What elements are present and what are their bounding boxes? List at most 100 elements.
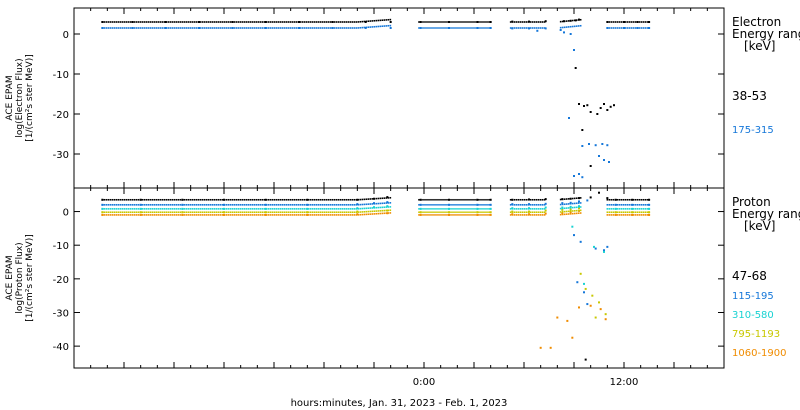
data-point <box>163 211 166 214</box>
data-point <box>357 27 360 29</box>
data-point <box>271 21 274 23</box>
data-point <box>351 211 354 214</box>
data-point <box>295 21 298 23</box>
data-point <box>333 211 336 214</box>
data-point <box>243 208 246 210</box>
data-point <box>632 198 635 201</box>
data-point <box>450 27 452 29</box>
data-point <box>519 21 522 23</box>
data-point <box>389 202 392 204</box>
data-point <box>153 214 156 216</box>
data-point <box>219 27 222 29</box>
data-point <box>171 211 174 214</box>
data-point <box>145 208 148 210</box>
data-point <box>331 21 334 23</box>
data-point <box>165 204 168 206</box>
data-point <box>574 19 577 22</box>
data-point <box>630 21 633 23</box>
data-point <box>281 21 284 23</box>
data-point <box>420 27 422 29</box>
data-point <box>517 27 520 29</box>
data-point <box>243 204 246 206</box>
data-point <box>265 27 268 29</box>
data-point <box>452 214 454 216</box>
data-point <box>452 27 454 29</box>
data-point <box>127 21 130 23</box>
data-point <box>251 21 254 23</box>
data-point <box>561 207 564 210</box>
data-point <box>213 27 216 29</box>
data-point <box>229 27 232 29</box>
data-point <box>436 198 438 201</box>
data-point <box>117 214 120 216</box>
data-point <box>616 211 619 214</box>
data-point <box>478 204 480 206</box>
data-point <box>367 203 370 205</box>
data-point <box>357 21 360 23</box>
data-point <box>295 204 298 206</box>
data-point <box>628 214 631 216</box>
data-point <box>584 287 587 290</box>
data-point <box>247 198 250 201</box>
data-point <box>559 203 562 206</box>
data-point <box>153 198 156 201</box>
data-point <box>539 214 542 216</box>
data-point <box>353 27 356 29</box>
data-point <box>249 198 252 201</box>
data-point <box>301 204 304 206</box>
data-point <box>273 208 276 210</box>
data-point <box>181 27 184 29</box>
data-point <box>209 208 212 210</box>
data-point <box>343 204 346 206</box>
data-point <box>640 27 643 29</box>
data-point <box>367 198 370 200</box>
data-point <box>539 208 542 210</box>
data-point <box>606 109 609 111</box>
data-point <box>265 214 268 216</box>
data-point <box>576 281 579 284</box>
data-point <box>527 198 530 201</box>
data-point <box>618 204 621 206</box>
data-point <box>356 203 359 206</box>
data-point <box>207 211 210 214</box>
data-point <box>606 21 609 23</box>
data-point <box>321 204 324 206</box>
data-point <box>301 21 304 23</box>
data-point <box>361 207 364 210</box>
data-point <box>622 214 625 216</box>
data-point <box>369 213 372 215</box>
data-point <box>123 27 126 29</box>
data-point <box>608 211 611 214</box>
data-point <box>153 211 156 214</box>
y-axis-label: log(Proton Flux) <box>15 242 25 313</box>
data-point <box>185 214 188 216</box>
data-point <box>289 214 292 216</box>
data-point <box>543 27 546 29</box>
data-point <box>199 208 202 210</box>
data-point <box>281 208 284 210</box>
data-point <box>275 208 278 210</box>
data-point <box>620 198 623 201</box>
data-point <box>209 21 212 23</box>
data-point <box>454 204 456 206</box>
data-point <box>345 21 348 23</box>
data-point <box>563 31 565 34</box>
data-point <box>462 208 464 210</box>
data-point <box>135 214 138 216</box>
data-point <box>306 211 309 214</box>
data-point <box>281 211 284 214</box>
data-point <box>347 198 350 201</box>
data-point <box>624 211 627 214</box>
data-point <box>462 214 464 216</box>
data-point <box>446 21 448 23</box>
data-point <box>313 211 316 214</box>
data-point <box>432 27 434 29</box>
data-point <box>523 211 526 214</box>
data-point <box>541 211 544 214</box>
data-point <box>317 208 320 210</box>
data-point <box>353 204 356 206</box>
data-point <box>283 204 286 206</box>
data-point <box>523 208 526 210</box>
data-point <box>173 211 176 214</box>
data-point <box>622 204 625 206</box>
